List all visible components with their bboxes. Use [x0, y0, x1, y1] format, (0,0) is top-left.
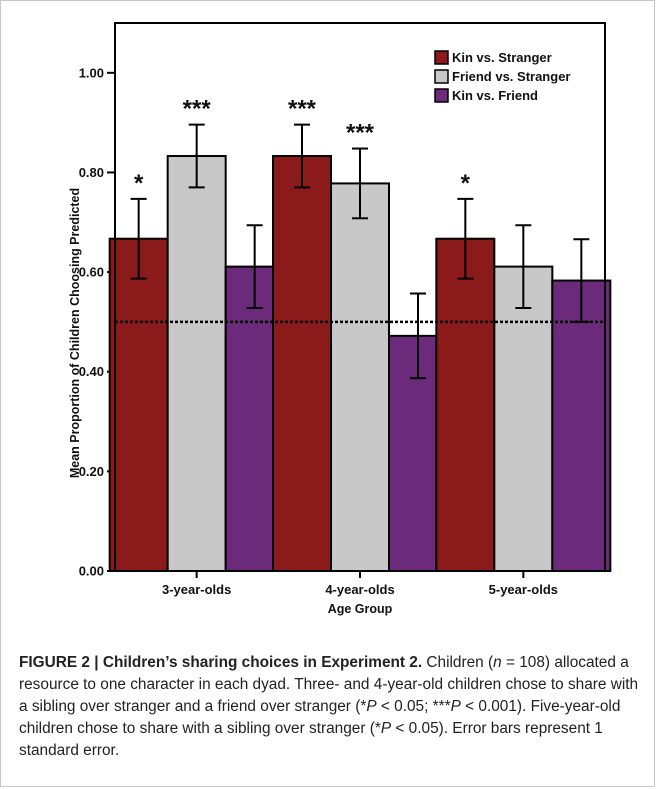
x-tick-label: 5-year-olds	[489, 582, 558, 597]
bar	[108, 237, 169, 572]
significance-marker: ***	[183, 96, 212, 123]
y-axis-ticks: 0.00 0.20 0.40 0.60 0.80 1.00	[79, 65, 115, 579]
bar	[435, 237, 496, 572]
caption-text-4: < 0.001). Five-year-old children chose t…	[19, 697, 621, 737]
y-tick-label: 1.00	[79, 65, 104, 80]
legend-label: Friend vs. Stranger	[452, 69, 570, 84]
x-axis-tick-labels: 3-year-olds 4-year-olds 5-year-olds	[162, 571, 558, 597]
caption-p-variable-2: P	[450, 697, 461, 715]
legend-swatch	[434, 69, 449, 84]
caption-figure-label: FIGURE 2 | Children’s sharing choices in…	[19, 654, 423, 671]
y-tick-label: 0.00	[79, 564, 104, 579]
caption-n-variable: n	[493, 654, 502, 671]
bar	[166, 155, 227, 572]
significance-marker: *	[461, 170, 471, 197]
error-bars	[130, 123, 590, 380]
caption-text-5: < 0.05). Error bars represent 1 standard…	[19, 719, 603, 759]
bar	[330, 182, 390, 572]
y-tick-label: 0.20	[79, 464, 104, 479]
legend-label: Kin vs. Stranger	[452, 50, 552, 65]
y-tick-label: 0.60	[79, 265, 104, 280]
bar	[493, 265, 554, 572]
x-tick-label: 3-year-olds	[162, 582, 231, 597]
significance-marker: *	[134, 170, 144, 197]
bar	[272, 155, 332, 572]
significance-marker: ***	[346, 120, 375, 147]
figure-caption: FIGURE 2 | Children’s sharing choices in…	[19, 652, 644, 761]
legend-swatch	[434, 88, 449, 103]
legend-label: Kin vs. Friend	[452, 88, 538, 103]
significance-markers: **** *******	[134, 96, 471, 197]
significance-marker: ***	[288, 96, 317, 123]
bar-chart: 0.000.200.400.600.801.00 **** ******* 3-y…	[68, 22, 612, 616]
y-tick-label: 0.80	[79, 165, 104, 180]
y-tick-label: 0.40	[79, 364, 104, 379]
caption-p-variable-1: P	[366, 697, 377, 715]
caption-text-1: Children (	[422, 654, 494, 671]
caption-text-3: < 0.05; ***	[376, 697, 451, 715]
legend: Kin vs. Stranger Friend vs. Stranger Kin v…	[434, 50, 570, 103]
legend-swatch	[434, 50, 449, 65]
caption-text-2: = 108) allocated a resource to one chara…	[19, 654, 639, 715]
bar	[551, 279, 612, 572]
caption-p-variable-3: P	[380, 719, 392, 737]
y-axis-title: Mean Proportion of Children Choosing Pre…	[68, 188, 82, 478]
x-tick-label: 4-year-olds	[325, 582, 394, 597]
x-axis-title: Age Group	[328, 602, 393, 616]
